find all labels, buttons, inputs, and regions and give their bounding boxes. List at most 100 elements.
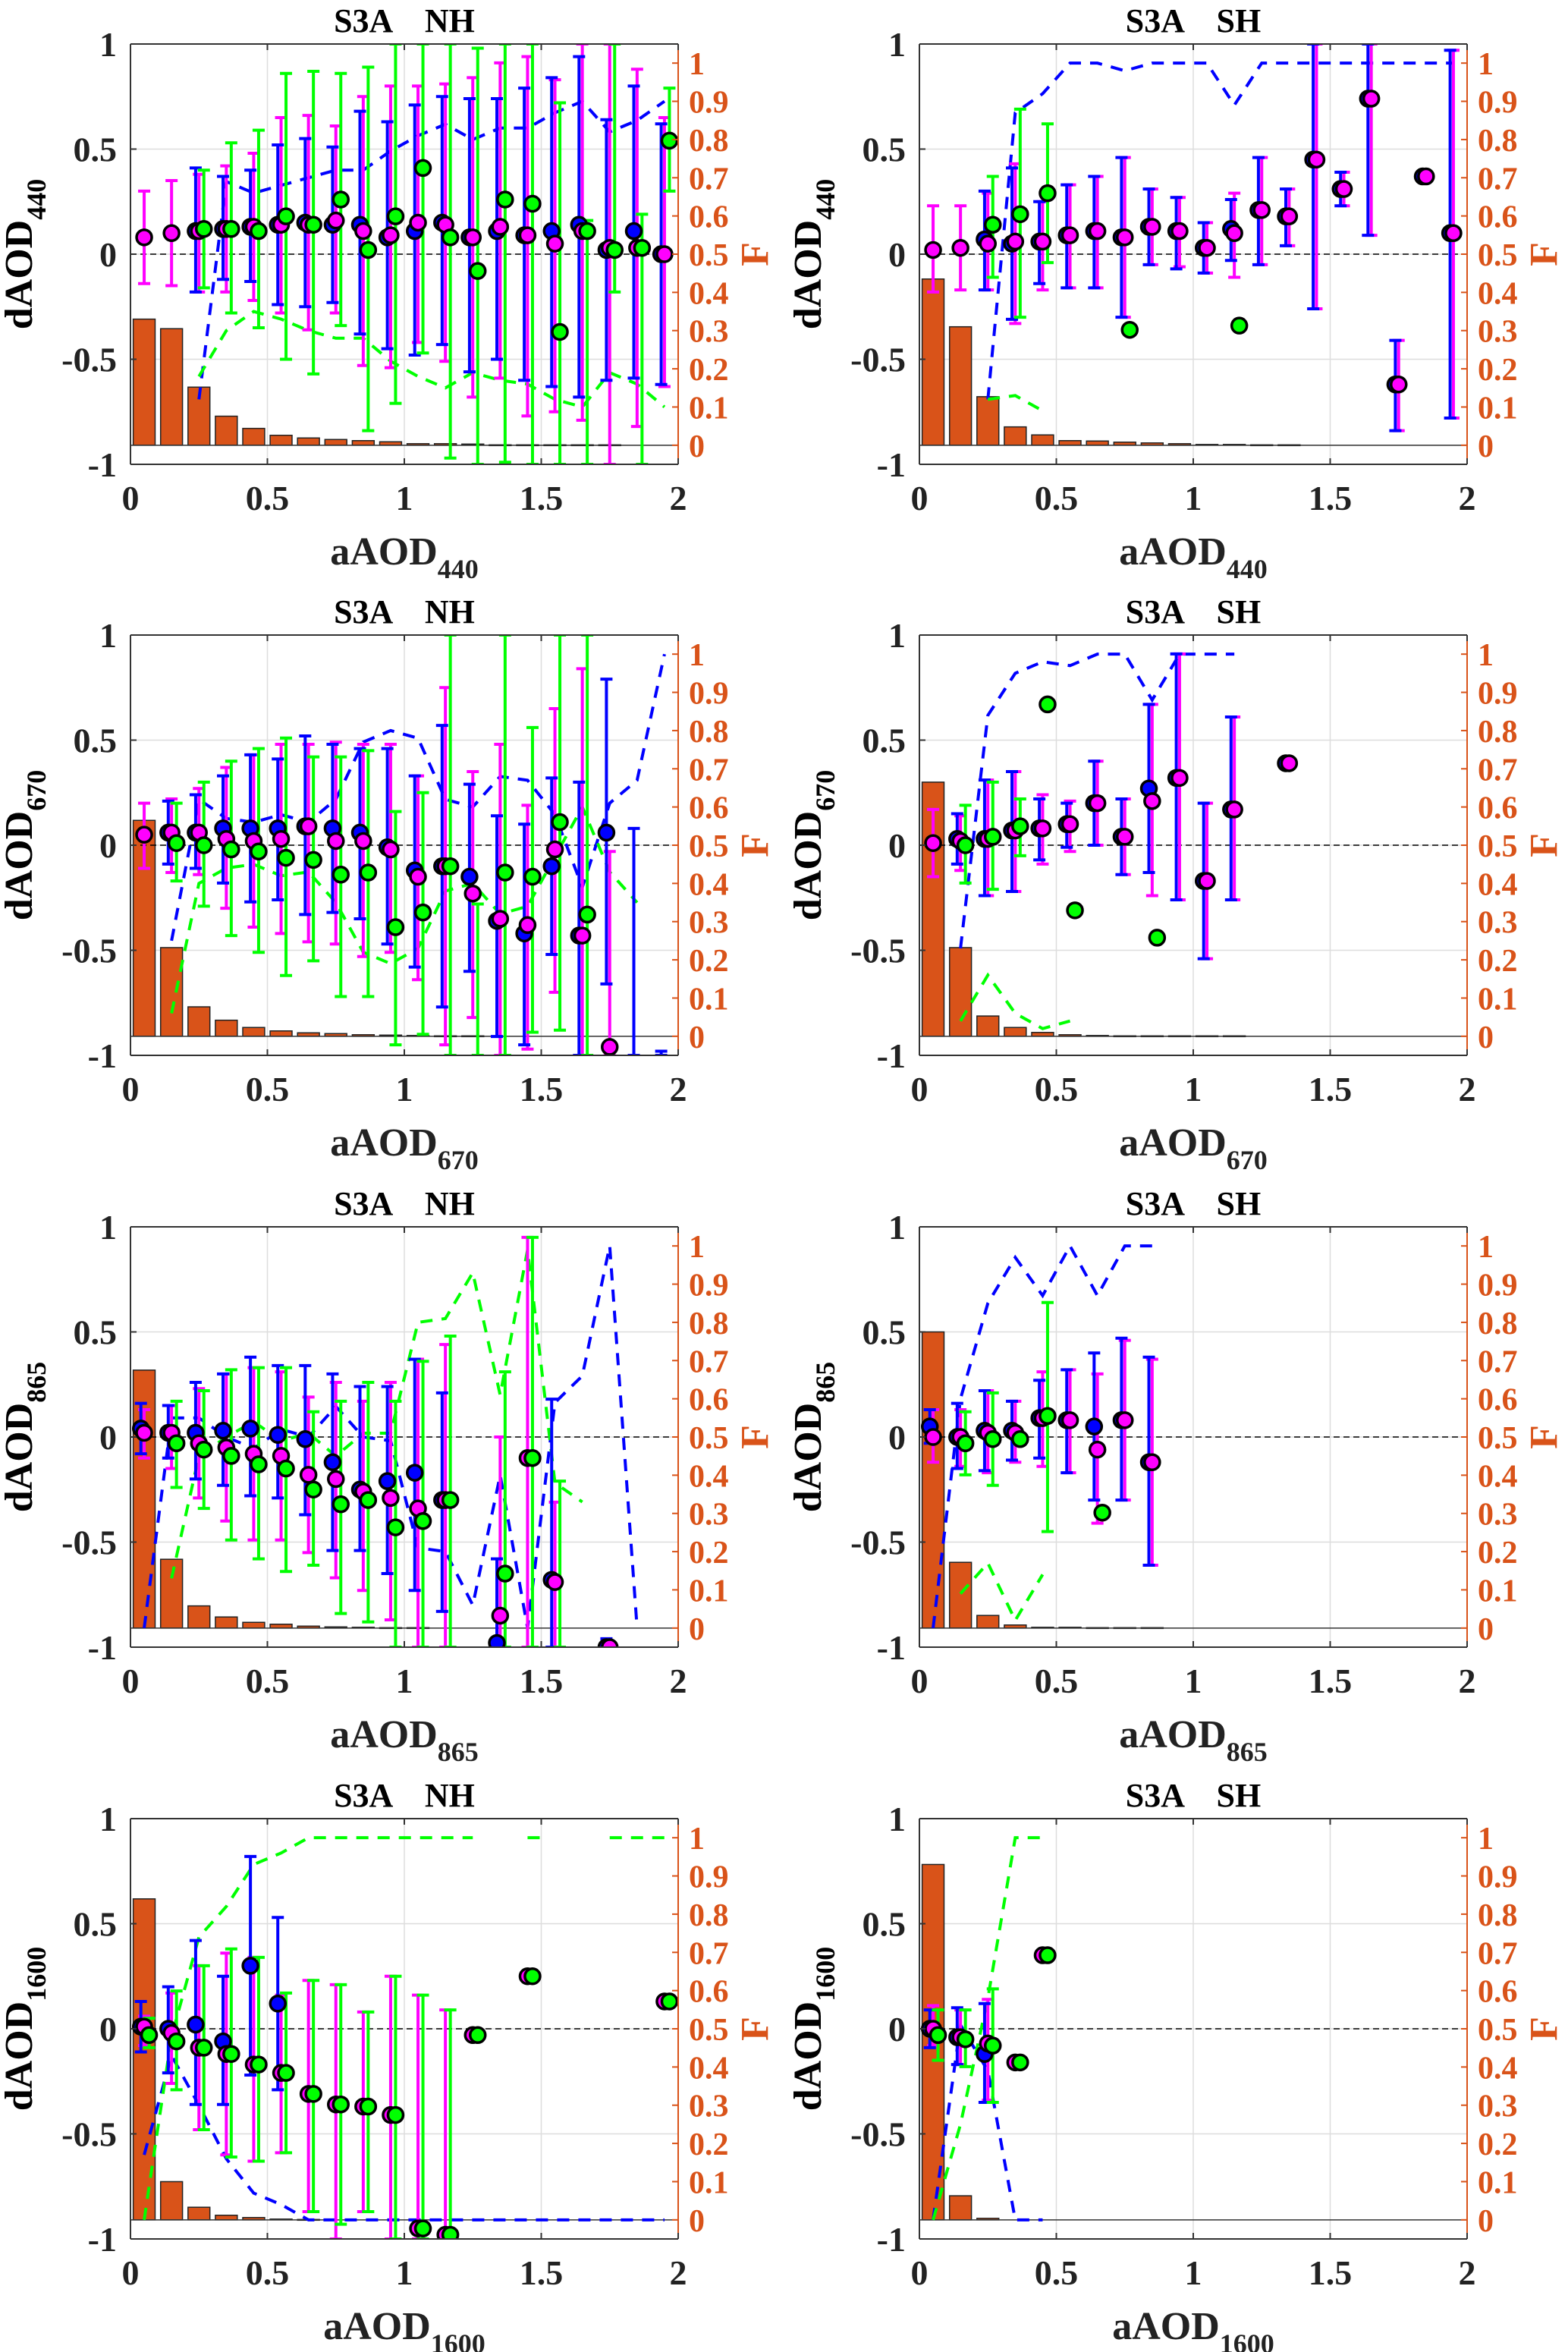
y-tick-label: -1 [877,1628,906,1667]
y2-tick-label: 0 [689,1020,705,1055]
data-point-magenta [491,910,510,928]
x-axis-label-sub: 865 [438,1737,479,1767]
y-tick-label: 0.5 [863,1905,907,1944]
y-axis-label: dAOD440 [787,179,841,329]
chart-panel-3: 0 0.5 1 1.5 2-1-0.500.5100.10.20.30.40.50.60… [0,593,777,1175]
data-point-blue [269,1426,287,1444]
data-point-blue [1085,1417,1104,1435]
y2-tick-label: 0.6 [1478,791,1518,826]
data-point-green [605,241,624,259]
y2-tick-label: 0.6 [689,1975,729,2010]
y-tick-label: -1 [88,1036,117,1075]
data-point-magenta [545,234,564,253]
x-tick-label: 0.5 [246,1662,290,1700]
y-tick-label: 1 [888,1800,906,1838]
data-point-magenta [573,926,592,945]
x-tick-label: 0.5 [1035,1070,1079,1108]
x-axis-label: aAOD670 [330,1121,479,1175]
chart-panel-2: 0 0.5 1 1.5 2-1-0.500.5100.10.20.30.40.50.60… [787,2,1566,584]
data-point-green [359,241,378,259]
data-point-green [1011,1430,1029,1448]
y-tick-label: -0.5 [850,1523,906,1562]
y2-tick-label: 1 [1478,1230,1494,1265]
x-tick-label: 1.5 [1309,1070,1353,1108]
y-tick-label: 0 [99,2010,117,2049]
y-tick-label: -0.5 [850,341,906,379]
data-point-magenta [327,1470,345,1489]
data-point-green [1093,1503,1111,1522]
y-axis-label: dAOD1600 [787,1947,841,2111]
data-point-green [250,1455,268,1473]
data-point-green [1230,316,1249,335]
x-axis-label: aAOD1600 [1112,2305,1274,2352]
data-point-green [359,2097,378,2116]
data-point-magenta [1198,872,1216,890]
y-axis-label: dAOD865 [787,1362,841,1512]
data-point-magenta [1362,90,1381,108]
data-point-green [523,867,542,886]
x-tick-label: 1.5 [520,1662,564,1700]
data-point-magenta [135,1423,153,1442]
chart-title: S3A NH [334,1185,475,1222]
y2-tick-label: 0.3 [689,906,729,941]
data-point-magenta [1143,1453,1161,1471]
data-point-magenta [655,245,674,263]
data-point-magenta [1171,222,1189,241]
data-point-magenta [1334,180,1353,198]
bar [921,278,945,446]
x-tick-label: 0.5 [246,2253,290,2292]
y-axis-label-sub: 440 [21,179,52,220]
data-point-green [386,207,405,225]
x-axis-label-sub: 670 [1227,1145,1268,1175]
y-tick-label: -1 [877,445,906,484]
data-point-magenta [327,211,345,230]
chart-panel-8: 0 0.5 1 1.5 2-1-0.500.5100.10.20.30.40.50.60… [787,1777,1566,2352]
data-point-green [660,131,678,150]
data-point-green [167,1434,186,1453]
data-point-green [496,1564,514,1583]
data-point-green [332,1495,350,1514]
x-tick-label: 0 [122,1662,140,1700]
data-point-green [633,238,652,257]
data-point-green [1011,205,1029,224]
x-tick-label: 2 [670,1070,687,1108]
x-tick-label: 1 [1185,2253,1202,2292]
x-axis-label-main: aAOD [330,1121,438,1165]
y2-tick-label: 0.8 [1478,1898,1518,1933]
chart-title: S3A SH [1126,1185,1262,1222]
y-tick-label: 0 [888,1418,906,1457]
data-point-magenta [491,218,510,236]
y2-tick-label: 0.2 [689,353,729,388]
data-point-blue [241,1420,259,1438]
data-point-magenta [601,1638,619,1647]
bar [948,947,973,1037]
bar [159,328,184,446]
data-point-blue [241,1957,259,1975]
grid [130,44,678,464]
data-point-green [660,1992,678,2011]
data-point-green [332,866,350,884]
chart-panel-1: 0 0.5 1 1.5 2-1-0.500.5100.10.20.30.40.50.60… [0,2,777,584]
bar [269,434,293,446]
y2-tick-label: 0 [1478,1020,1494,1055]
x-tick-label: 2 [1459,1662,1476,1700]
y-axis-label-main: dAOD [787,1403,830,1512]
y2-tick-label: 0.2 [1478,944,1518,979]
x-tick-label: 2 [1459,1070,1476,1108]
x-axis-label: aAOD440 [1119,530,1268,584]
y2-tick-label: 0.4 [1478,1459,1518,1494]
y2-tick-label: 0.9 [689,1269,729,1303]
x-axis-label-main: aAOD [1119,530,1227,574]
x-tick-label: 1.5 [1309,2253,1353,2292]
data-point-magenta [1252,201,1271,219]
data-point-green [441,857,460,876]
data-point-magenta [1033,232,1052,251]
y-tick-label: 1 [888,25,906,64]
y-axis-label: dAOD440 [0,179,52,329]
x-axis-label-main: aAOD [330,1713,438,1756]
data-point-magenta [545,840,564,859]
y2-tick-label: 0.3 [1478,1498,1518,1533]
y2-tick-label: 0.2 [689,2127,729,2162]
data-point-green [956,836,975,854]
data-point-green [222,2045,240,2063]
